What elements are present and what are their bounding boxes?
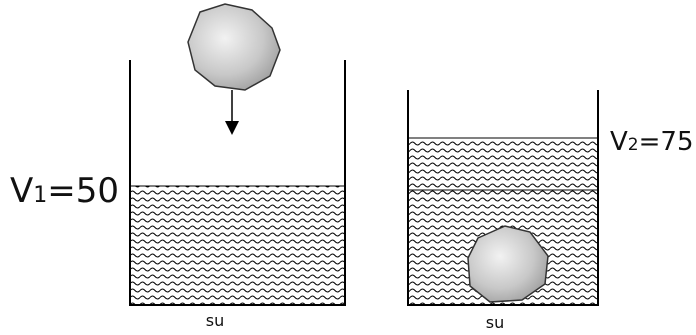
diagram: V1=50 su V2=75 su: [0, 0, 696, 335]
volume-label: V1=50: [10, 171, 119, 211]
liquid-label: su: [206, 311, 224, 330]
left-container: V1=50 su: [10, 4, 345, 330]
right-container: V2=75 su: [408, 90, 694, 332]
liquid: [131, 186, 344, 304]
arrow-head: [225, 121, 239, 135]
volume-label: V2=75: [610, 127, 694, 157]
label-part: 2: [628, 135, 639, 155]
liquid-label: su: [486, 313, 504, 332]
rock: [188, 4, 280, 90]
label-part: =75: [639, 127, 694, 157]
label-part: V: [10, 171, 33, 211]
label-part: =50: [47, 171, 119, 211]
label-part: V: [610, 127, 628, 157]
label-part: 1: [33, 183, 47, 208]
